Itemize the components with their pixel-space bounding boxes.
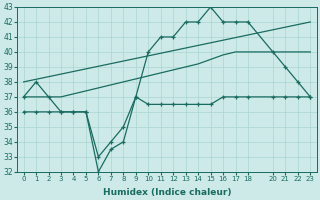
X-axis label: Humidex (Indice chaleur): Humidex (Indice chaleur) bbox=[103, 188, 231, 197]
